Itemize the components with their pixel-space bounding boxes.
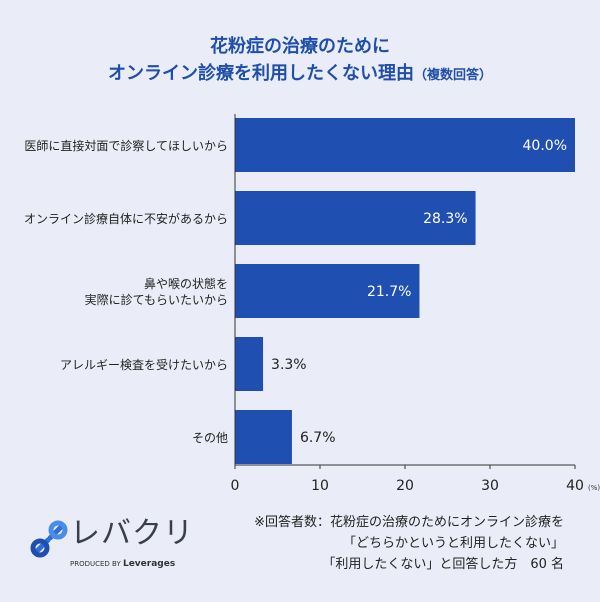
bar-chart: 40.0% 医師に直接対面で診察してほしいから 28.3% オンライン診療自体に不安が… — [24, 114, 600, 494]
footnote-line: 「どちらかというと利用したくない」 — [342, 536, 564, 551]
data-label: 6.7% — [300, 430, 336, 446]
footnote-line: 「利用したくない」と回答した方 60 名 — [322, 557, 564, 572]
data-label: 28.3% — [423, 211, 467, 227]
unit-label: (%) — [588, 484, 600, 492]
bar — [235, 264, 420, 318]
tick-label: 30 — [481, 478, 499, 494]
logo-sub-text: PRODUCED BY — [70, 560, 121, 568]
logo-text: レバクリ — [70, 516, 194, 551]
chart-title-line1: 花粉症の治療のために — [210, 36, 390, 57]
category-label: アレルギー検査を受けたいから — [60, 358, 228, 372]
category-label: その他 — [192, 431, 228, 445]
bar — [235, 191, 476, 245]
category-label: 実際に診てもらいたいから — [85, 292, 228, 307]
data-label: 40.0% — [523, 138, 567, 154]
tick-label: 40 — [566, 478, 584, 494]
category-label: 鼻や喉の状態を — [144, 276, 228, 291]
bar — [235, 410, 292, 464]
logo-sub: PRODUCED BY Leverages — [70, 558, 175, 570]
title-suffix: （複数回答） — [413, 68, 492, 83]
chart-title-line2: オンライン診療を利用したくない理由（複数回答） — [0, 63, 600, 87]
tick-label: 20 — [396, 478, 414, 494]
bar — [235, 118, 575, 172]
data-label: 21.7% — [367, 284, 411, 300]
footnote: ※回答者数：花粉症の治療のためにオンライン診療を 「どちらかというと利用したくな… — [254, 512, 564, 575]
title-main: オンライン診療を利用したくない理由 — [107, 63, 414, 84]
bar — [235, 337, 264, 391]
logo-brand: Leverages — [122, 559, 176, 569]
tick-label: 0 — [231, 478, 240, 494]
logo-icon — [28, 518, 70, 564]
category-label: オンライン診療自体に不安があるから — [24, 211, 228, 226]
data-label: 3.3% — [271, 357, 307, 373]
category-label: 医師に直接対面で診察してほしいから — [24, 138, 228, 153]
footnote-line: ※回答者数：花粉症の治療のためにオンライン診療を — [254, 515, 564, 530]
tick-label: 10 — [311, 478, 329, 494]
